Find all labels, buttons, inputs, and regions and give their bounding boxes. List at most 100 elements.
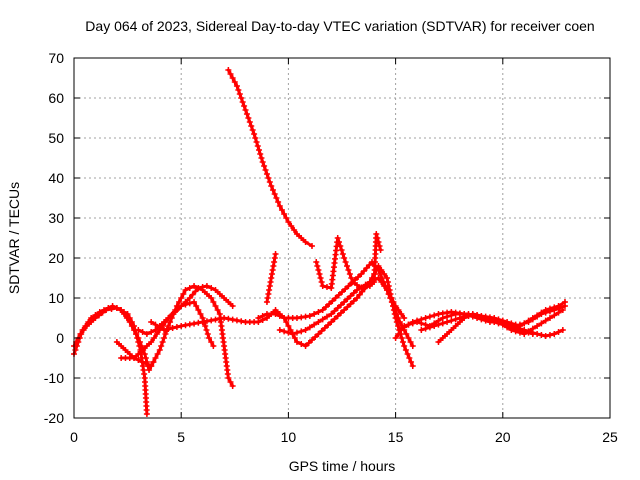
data-point <box>546 305 553 312</box>
data-point <box>418 327 425 333</box>
data-point <box>136 343 143 349</box>
data-point <box>321 325 328 331</box>
data-point <box>308 337 315 343</box>
data-point <box>221 295 228 301</box>
data-point <box>398 335 405 341</box>
data-point <box>283 319 290 325</box>
data-point <box>271 191 278 197</box>
data-point <box>276 327 283 333</box>
data-point <box>376 243 383 249</box>
x-tick-label: 5 <box>177 429 185 445</box>
data-point <box>337 243 344 249</box>
data-point <box>439 335 446 341</box>
data-point <box>448 317 455 324</box>
data-point <box>306 324 313 331</box>
data-point <box>239 99 246 105</box>
data-point <box>377 247 384 253</box>
data-point <box>426 324 433 331</box>
data-point <box>559 327 566 333</box>
data-point <box>225 299 232 305</box>
data-point <box>281 315 288 321</box>
data-point <box>431 323 438 329</box>
data-point <box>409 319 416 325</box>
data-point <box>186 300 193 307</box>
data-point <box>342 259 349 265</box>
data-point <box>302 327 309 333</box>
data-point <box>408 359 415 365</box>
data-point <box>216 315 223 322</box>
data-point <box>165 326 172 332</box>
data-point <box>261 163 268 169</box>
data-point <box>344 263 351 269</box>
data-point <box>113 339 120 345</box>
data-point <box>334 313 341 319</box>
data-point <box>393 311 400 317</box>
data-point <box>314 263 321 269</box>
data-point <box>203 318 210 325</box>
data-point <box>401 343 408 349</box>
data-point <box>216 291 223 297</box>
y-tick-label: -20 <box>44 410 64 426</box>
data-point <box>208 339 215 345</box>
data-point <box>328 319 335 325</box>
data-point <box>285 329 292 336</box>
data-point <box>225 375 232 381</box>
data-point <box>439 320 446 327</box>
data-point <box>229 383 236 389</box>
data-point <box>319 316 326 323</box>
data-point <box>178 295 185 301</box>
data-point <box>263 171 270 177</box>
data-point <box>399 339 406 345</box>
data-point <box>143 331 150 337</box>
data-point <box>559 307 566 313</box>
data-point <box>225 315 232 322</box>
data-point <box>418 316 425 323</box>
data-point <box>326 301 333 307</box>
data-point <box>80 327 87 333</box>
data-point <box>395 331 402 337</box>
data-point <box>339 289 345 295</box>
plot-frame <box>73 57 611 419</box>
data-point <box>189 291 196 298</box>
data-point <box>337 302 344 308</box>
data-point <box>262 167 269 173</box>
data-point <box>356 291 363 298</box>
data-point <box>332 295 339 301</box>
data-point <box>319 283 326 289</box>
data-point <box>124 311 131 317</box>
x-tick-label: 25 <box>602 429 618 445</box>
data-point <box>495 319 502 325</box>
data-point <box>355 274 362 280</box>
tick-layer: 0 5 10 15 20 25 -20 -10 0 10 20 30 40 50 60 70 <box>44 50 618 445</box>
data-point <box>158 343 165 349</box>
data-point <box>561 299 568 305</box>
data-point <box>349 279 356 285</box>
data-point <box>212 316 219 323</box>
data-point <box>339 251 346 257</box>
data-point <box>285 323 292 329</box>
data-point <box>273 195 280 201</box>
data-point <box>322 304 329 310</box>
data-point <box>199 284 206 290</box>
data-point <box>233 83 240 89</box>
data-point <box>178 323 185 329</box>
y-tick-label: 60 <box>48 90 64 106</box>
data-point <box>317 275 324 281</box>
data-point <box>392 307 399 313</box>
series-layer <box>71 67 568 417</box>
data-point <box>366 279 373 285</box>
series-track-d <box>113 283 236 389</box>
data-point <box>521 327 528 333</box>
data-point <box>117 307 124 313</box>
data-point <box>335 292 342 298</box>
data-point <box>135 327 142 333</box>
data-point <box>108 306 115 312</box>
data-point <box>315 267 322 273</box>
data-point <box>253 139 260 145</box>
data-point <box>396 319 403 325</box>
data-point <box>491 315 498 321</box>
data-point <box>176 299 183 305</box>
data-point <box>148 319 155 325</box>
series-track-g <box>148 259 408 333</box>
